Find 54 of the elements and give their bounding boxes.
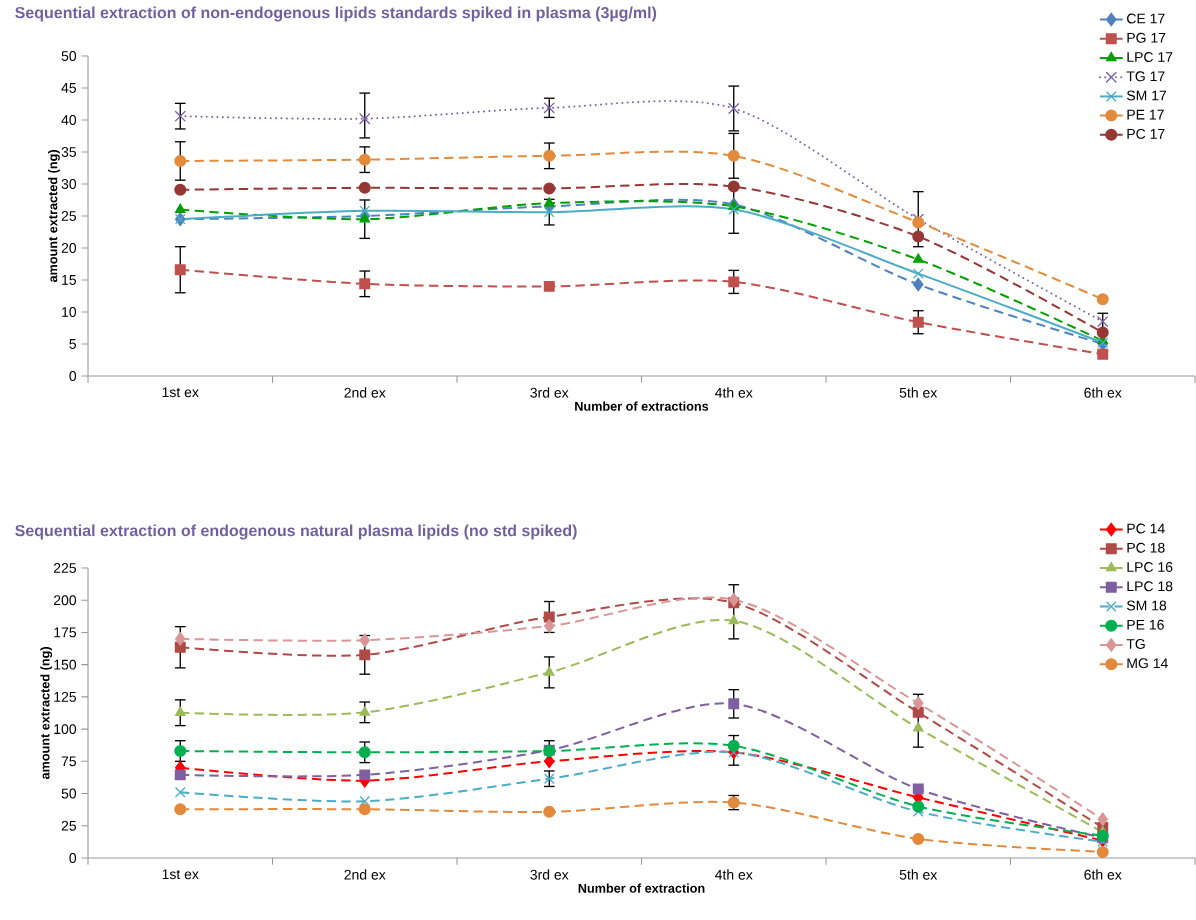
chart-title: Sequential extraction of non-endogenous lipids standards spiked in plasma (3µg/ml): [15, 6, 657, 22]
legend-label: TG: [1126, 639, 1145, 649]
y-tick-label: 45: [61, 83, 77, 93]
y-tick-label: 25: [61, 820, 77, 831]
y-tick-label: 0: [69, 371, 77, 381]
x-tick-label: 4th ex: [715, 387, 753, 398]
y-tick-label: 15: [62, 275, 77, 285]
legend-label: PC 14: [1127, 523, 1165, 534]
x-axis-title: Number of extractions: [575, 401, 709, 411]
legend-label: PC 18: [1127, 542, 1165, 553]
y-tick-label: 35: [61, 147, 77, 157]
y-tick-label: 175: [54, 627, 77, 638]
y-axis-title: amount extracted (ng): [48, 150, 60, 283]
y-tick-label: 0: [69, 853, 77, 863]
x-tick-label: 2nd ex: [344, 869, 386, 880]
y-axis-title: amount extracted (ng): [40, 647, 53, 780]
legend-label: PC 17: [1127, 128, 1165, 139]
legend-label: PG 17: [1127, 32, 1166, 43]
y-tick-label: 225: [53, 563, 77, 573]
x-tick-label: 1st ex: [162, 869, 199, 880]
x-axis-title: Number of extraction: [578, 883, 705, 893]
legend-label: LPC 17: [1127, 52, 1173, 62]
legend-label: LPC 16: [1127, 562, 1173, 572]
legend-label: MG 14: [1127, 658, 1168, 669]
x-tick-label: 1st ex: [162, 387, 199, 398]
y-tick-label: 200: [53, 595, 77, 606]
legend-label: SM 18: [1126, 600, 1167, 611]
legend-label: PE 16: [1127, 619, 1164, 630]
legend-label: PE 17: [1127, 109, 1164, 120]
x-tick-label: 5th ex: [899, 387, 938, 398]
y-tick-label: 100: [54, 724, 77, 735]
y-tick-label: 5: [69, 339, 77, 349]
y-tick-label: 20: [61, 243, 77, 253]
chart-title: Sequential extraction of endogenous natural plasma lipids (no std spiked): [15, 524, 577, 540]
x-tick-label: 6th ex: [1084, 387, 1122, 398]
y-tick-label: 40: [61, 115, 77, 125]
x-tick-label: 4th ex: [715, 869, 753, 880]
y-tick-label: 50: [61, 788, 77, 799]
y-tick-label: 75: [61, 756, 77, 767]
x-tick-label: 3rd ex: [530, 387, 569, 398]
x-tick-label: 3rd ex: [530, 869, 569, 880]
legend-label: SM 17: [1126, 90, 1167, 101]
legend-label: CE 17: [1127, 13, 1165, 24]
x-tick-label: 2nd ex: [344, 387, 386, 398]
x-tick-label: 5th ex: [899, 869, 938, 880]
y-tick-label: 25: [61, 211, 77, 221]
y-tick-label: 150: [54, 659, 77, 670]
legend-label: LPC 18: [1127, 581, 1173, 592]
y-tick-label: 10: [62, 307, 77, 317]
y-tick-label: 50: [61, 51, 77, 61]
y-tick-label: 30: [61, 179, 77, 189]
legend-label: TG 17: [1126, 71, 1165, 82]
x-tick-label: 6th ex: [1084, 869, 1122, 880]
y-tick-label: 125: [54, 691, 77, 702]
